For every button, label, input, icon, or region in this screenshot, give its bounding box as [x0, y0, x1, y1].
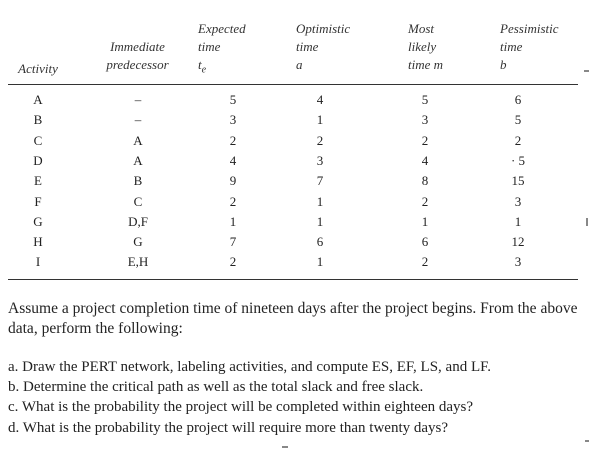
cell-expected: 2: [229, 254, 237, 270]
scan-edge-mark-bottom: [282, 446, 288, 448]
cell-optimistic: 7: [316, 173, 324, 189]
table-header-rule: [8, 84, 578, 85]
cell-activity: B: [33, 112, 43, 128]
cell-predecessor: C: [133, 193, 143, 209]
header-optimistic-time: Optimistic time a: [296, 20, 376, 74]
problem-statement: Assume a project completion time of nine…: [8, 300, 578, 337]
header-most-line3: time m: [408, 57, 444, 72]
cell-optimistic: 6: [316, 234, 324, 250]
table-bottom-rule: [8, 279, 578, 280]
header-most-likely-time: Most likely time m: [408, 20, 478, 74]
header-pessimistic-line1: Pessimistic: [500, 21, 559, 36]
cell-activity: I: [35, 254, 41, 270]
cell-optimistic: 1: [316, 254, 324, 270]
cell-activity: D: [33, 152, 43, 168]
cell-pessimistic: 6: [514, 92, 522, 107]
cell-expected: 4: [229, 152, 237, 168]
cell-expected: 2: [229, 193, 237, 209]
header-activity-line: Activity: [18, 61, 58, 76]
cell-optimistic: 4: [316, 92, 324, 107]
cell-expected: 5: [229, 92, 237, 107]
cell-most-likely: 5: [421, 92, 429, 107]
header-optimistic-line2: time: [296, 39, 319, 54]
header-expected-line2: time: [198, 39, 221, 54]
cell-most-likely: 2: [421, 132, 429, 148]
cell-optimistic: 1: [316, 213, 324, 229]
question-c: c. What is the probability the project w…: [8, 399, 474, 415]
header-predecessor: Immediate predecessor: [90, 38, 185, 74]
cell-predecessor: A: [133, 132, 143, 148]
cell-most-likely: 3: [421, 112, 429, 128]
scan-edge-mark-right: [586, 218, 588, 226]
cell-predecessor: E,H: [127, 254, 149, 270]
header-most-line2: likely: [408, 39, 437, 54]
cell-predecessor: –: [134, 112, 142, 128]
cell-most-likely: 4: [421, 152, 429, 168]
cell-optimistic: 1: [316, 193, 324, 209]
cell-expected: 3: [229, 112, 237, 128]
header-optimistic-line1: Optimistic: [296, 21, 351, 36]
cell-expected: 2: [229, 132, 237, 148]
cell-expected: 9: [229, 173, 237, 189]
cell-most-likely: 1: [421, 213, 429, 229]
scan-edge-mark-right2: [585, 440, 589, 442]
cell-optimistic: 2: [316, 132, 324, 148]
cell-expected: 1: [229, 213, 237, 229]
question-d: d. What is the probability the project w…: [8, 420, 449, 436]
cell-activity: G: [33, 213, 43, 229]
header-pessimistic-symbol: b: [500, 57, 507, 72]
header-predecessor-line2: predecessor: [106, 57, 169, 72]
cell-most-likely: 8: [421, 173, 429, 189]
cell-activity: H: [33, 234, 43, 250]
cell-predecessor: A: [133, 152, 143, 168]
cell-pessimistic: 5: [514, 112, 522, 128]
header-pessimistic-line2: time: [500, 39, 523, 54]
cell-activity: C: [33, 132, 43, 148]
cell-predecessor: G: [133, 234, 143, 250]
cell-pessimistic: · 5: [510, 152, 526, 168]
header-predecessor-line1: Immediate: [110, 39, 165, 54]
cell-most-likely: 2: [421, 254, 429, 270]
te-subscript: e: [201, 64, 207, 76]
header-pessimistic-time: Pessimistic time b: [500, 20, 582, 74]
cell-most-likely: 6: [421, 234, 429, 250]
cell-pessimistic: 15: [511, 173, 525, 189]
header-most-line1: Most: [408, 21, 434, 36]
cell-activity: F: [34, 193, 42, 209]
cell-pessimistic: 3: [514, 254, 522, 270]
header-optimistic-symbol: a: [296, 57, 303, 72]
cell-predecessor: D,F: [128, 213, 148, 229]
cell-optimistic: 3: [316, 152, 324, 168]
cell-most-likely: 2: [421, 193, 429, 209]
scan-edge-mark-top: [584, 70, 589, 72]
cell-expected: 7: [229, 234, 237, 250]
header-expected-symbol: te: [198, 56, 268, 80]
cell-pessimistic: 3: [514, 193, 522, 209]
header-expected-time: Expected time te: [198, 20, 268, 80]
question-a: a. Draw the PERT network, labeling activ…: [8, 359, 492, 375]
cell-pessimistic: 1: [514, 213, 522, 229]
header-expected-line1: Expected: [198, 21, 246, 36]
cell-activity: E: [34, 173, 42, 189]
cell-predecessor: B: [133, 173, 143, 189]
cell-optimistic: 1: [316, 112, 324, 128]
te-symbol: te: [198, 57, 207, 76]
cell-predecessor: –: [134, 92, 142, 107]
question-b: b. Determine the critical path as well a…: [8, 379, 424, 395]
cell-pessimistic: 2: [514, 132, 522, 148]
cell-pessimistic: 12: [511, 234, 525, 250]
header-activity: Activity: [8, 60, 68, 78]
cell-activity: A: [33, 92, 43, 107]
